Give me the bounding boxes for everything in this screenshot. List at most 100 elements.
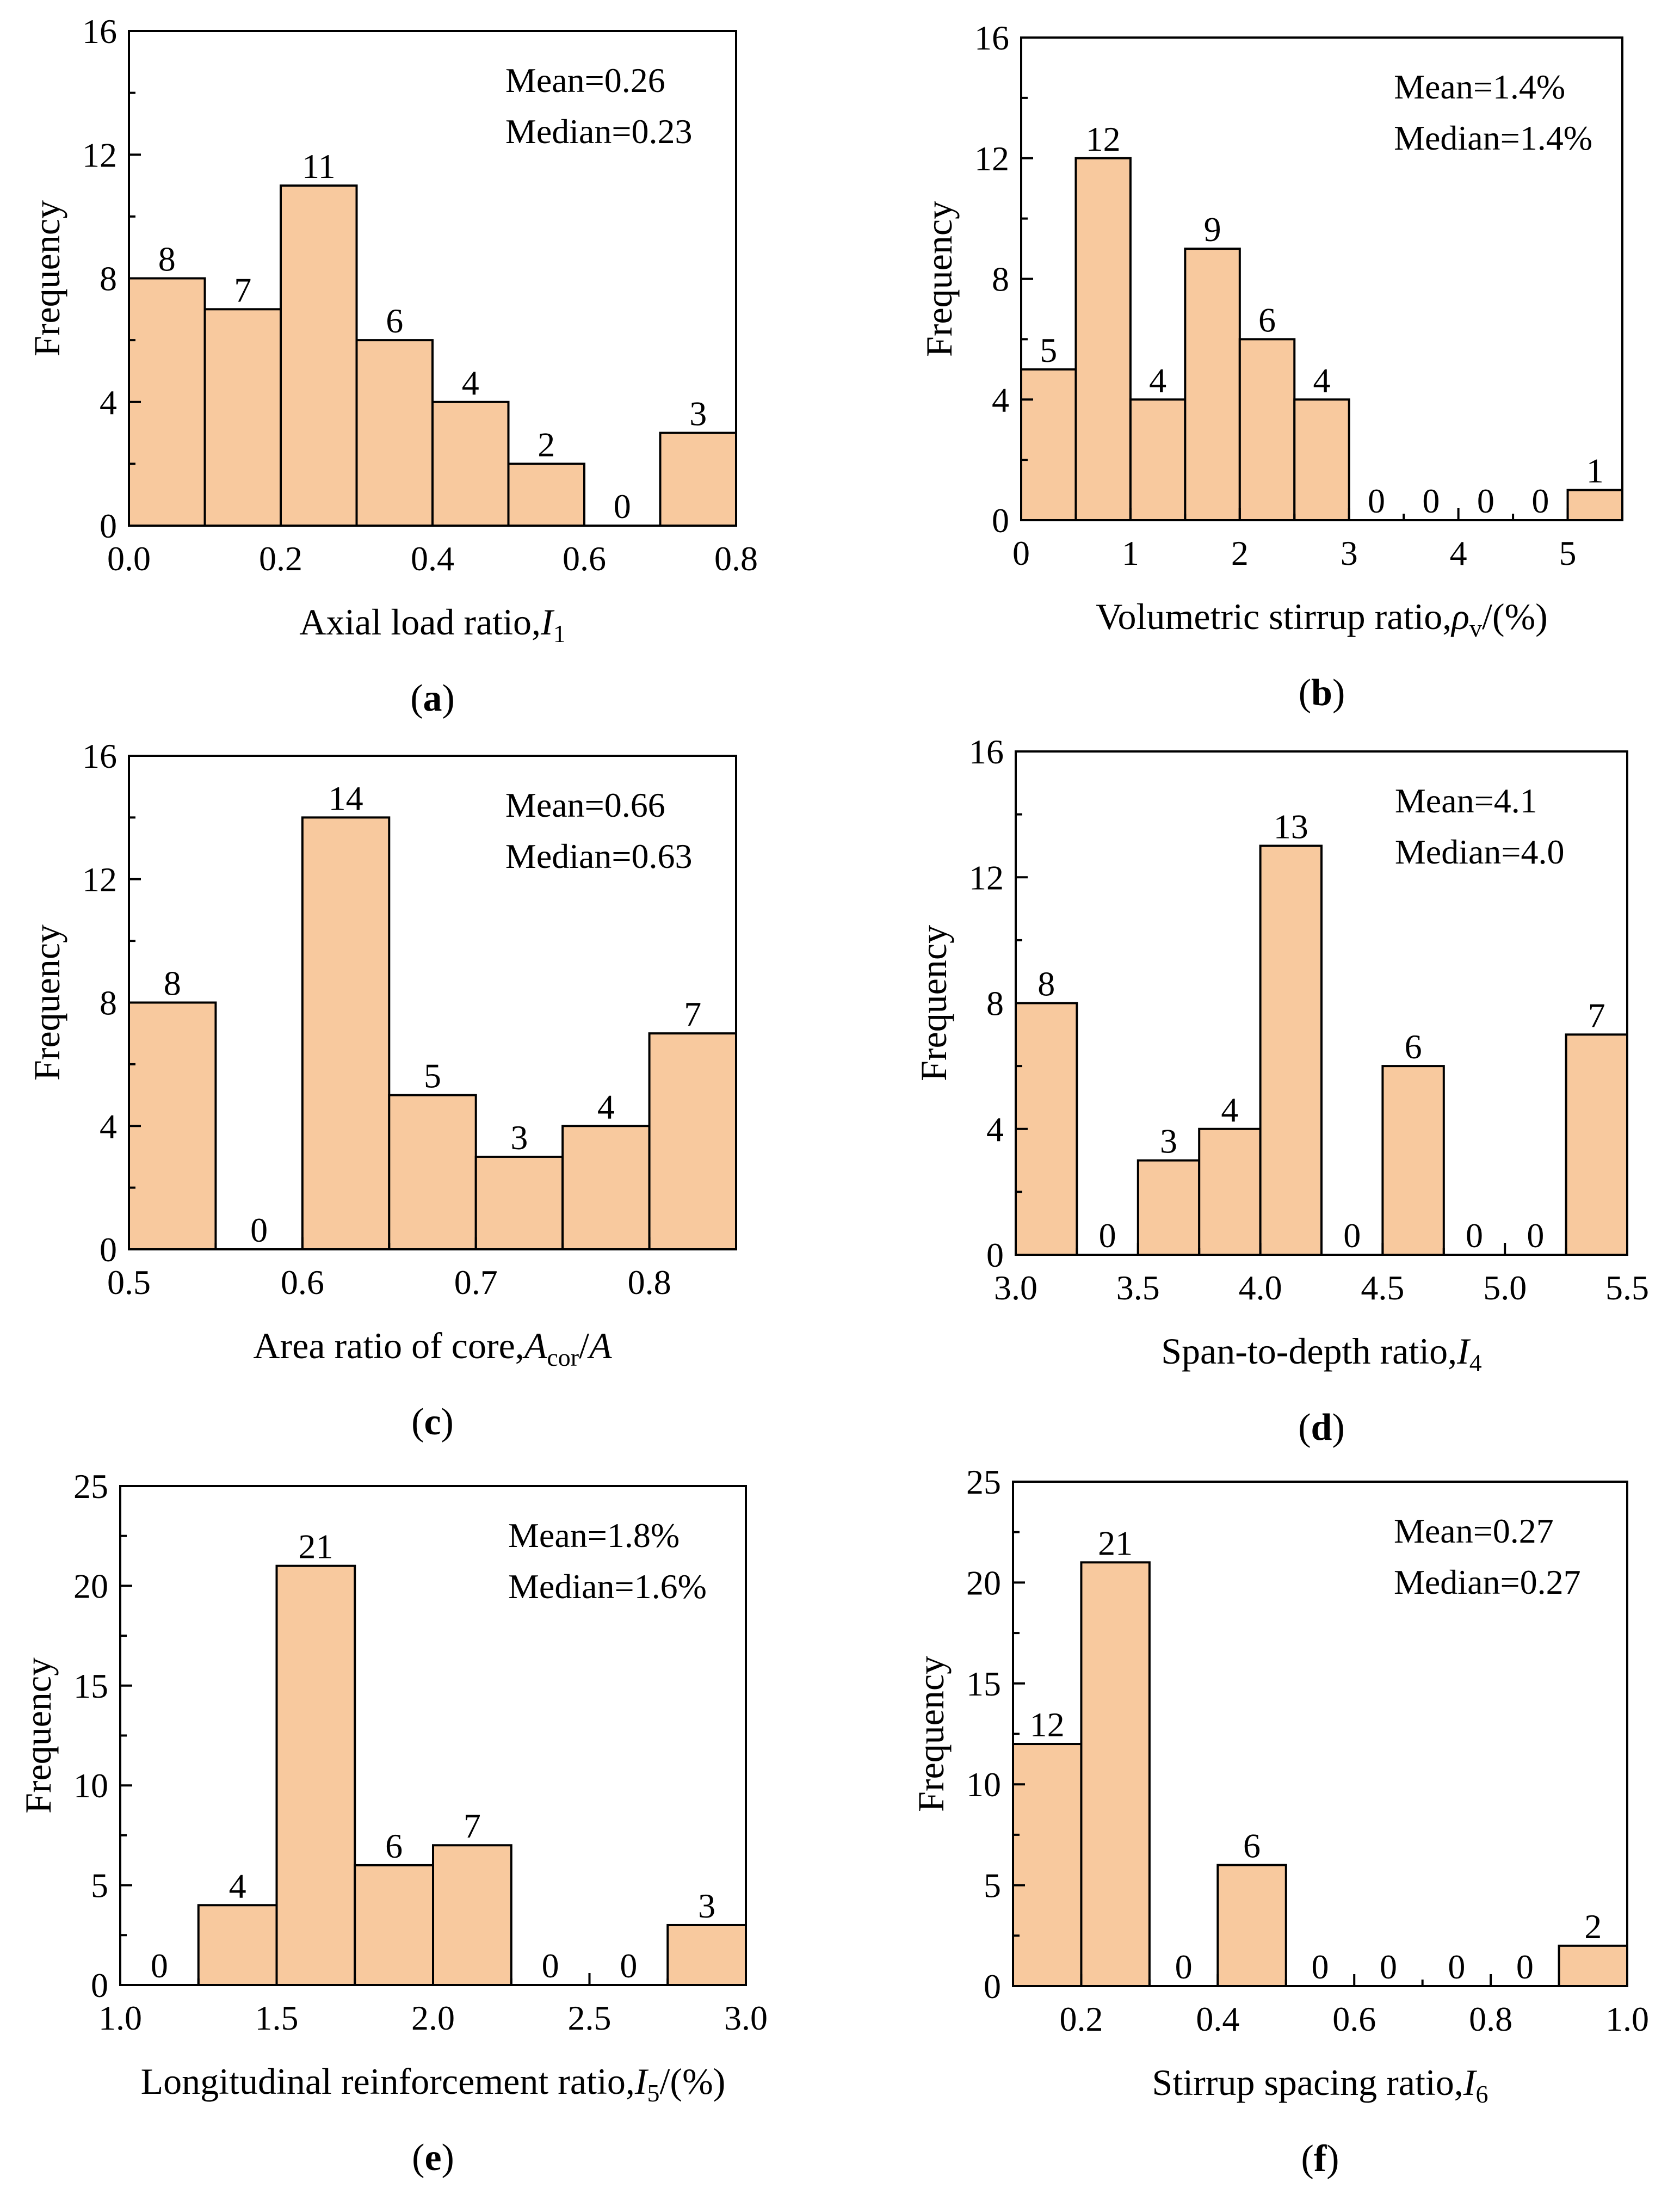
x-tick-label-b-5: 5 xyxy=(1559,534,1577,572)
bar-label-c-4: 5 xyxy=(424,1057,441,1095)
x-axis-title-e: Longitudinal reinforcement ratio,I5/(%) xyxy=(141,2061,726,2107)
bar-b-5 xyxy=(1238,338,1296,521)
bar-label-c-3: 14 xyxy=(329,779,363,817)
x-tick-label-b-4: 4 xyxy=(1450,534,1467,572)
bar-f-4 xyxy=(1216,1864,1287,1988)
y-tick-label-a-4: 4 xyxy=(100,383,117,422)
y-tick-label-b-0: 0 xyxy=(992,501,1009,540)
bar-label-f-4: 6 xyxy=(1243,1827,1261,1865)
y-tick-label-a-16: 16 xyxy=(82,12,117,51)
x-axis-title-d: Span-to-depth ratio,I4 xyxy=(1161,1330,1482,1377)
bar-label-c-2: 0 xyxy=(250,1211,268,1249)
x-axis-title-c: Area ratio of core,Acor/A xyxy=(253,1325,612,1371)
x-tick-label-e-2_5: 2.5 xyxy=(568,1999,612,2037)
mean-annotation-d: Mean=4.1 xyxy=(1395,781,1537,820)
median-annotation-d: Median=4.0 xyxy=(1395,833,1565,871)
bar-a-5 xyxy=(431,400,510,527)
bar-label-b-6: 4 xyxy=(1313,361,1331,399)
bar-label-f-3: 0 xyxy=(1175,1947,1193,1986)
y-axis-title-d: Frequency xyxy=(913,925,954,1081)
y-tick-label-e-0: 0 xyxy=(91,1966,108,2005)
bar-label-c-5: 3 xyxy=(510,1118,528,1157)
panel-label-b: (b) xyxy=(1299,672,1345,714)
median-annotation-c: Median=0.63 xyxy=(505,837,693,876)
mean-annotation-a: Mean=0.26 xyxy=(505,61,665,100)
bar-label-b-2: 12 xyxy=(1086,120,1121,158)
bar-c-4 xyxy=(388,1094,477,1250)
bar-label-a-4: 6 xyxy=(386,301,403,340)
bar-label-d-9: 0 xyxy=(1527,1216,1544,1255)
bar-label-d-5: 13 xyxy=(1274,807,1308,846)
x-tick-label-d-3_5: 3.5 xyxy=(1116,1268,1160,1307)
bar-b-6 xyxy=(1293,398,1350,521)
x-tick-label-c-0_8: 0.8 xyxy=(628,1263,671,1302)
mean-annotation-e: Mean=1.8% xyxy=(508,1516,680,1555)
bar-label-b-9: 0 xyxy=(1477,482,1494,520)
bar-label-e-4: 6 xyxy=(385,1827,403,1865)
bar-label-a-8: 3 xyxy=(689,394,707,433)
bar-e-3 xyxy=(275,1564,356,1986)
y-tick-label-f-5: 5 xyxy=(984,1866,1001,1905)
y-axis-title-b: Frequency xyxy=(918,201,960,357)
x-tick-label-f-1: 1.0 xyxy=(1605,2000,1649,2038)
bar-d-4 xyxy=(1198,1127,1262,1256)
bar-label-d-7: 6 xyxy=(1405,1027,1422,1066)
x-tick-label-d-3: 3.0 xyxy=(994,1268,1037,1307)
bar-c-6 xyxy=(561,1125,651,1250)
bar-c-5 xyxy=(474,1155,564,1250)
bar-label-d-8: 0 xyxy=(1466,1216,1483,1255)
bar-label-b-4: 9 xyxy=(1204,210,1221,249)
bar-label-b-5: 6 xyxy=(1258,300,1276,339)
y-tick-label-a-8: 8 xyxy=(100,260,117,298)
bar-c-3 xyxy=(301,816,391,1250)
bar-e-2 xyxy=(197,1904,278,1987)
bar-d-3 xyxy=(1137,1159,1201,1256)
bar-label-e-7: 0 xyxy=(620,1946,637,1985)
y-tick-label-f-20: 20 xyxy=(966,1563,1001,1602)
x-tick-label-b-3: 3 xyxy=(1341,534,1358,572)
bar-label-a-3: 11 xyxy=(302,147,336,186)
bar-label-b-8: 0 xyxy=(1422,482,1440,520)
bar-label-f-1: 12 xyxy=(1030,1705,1065,1744)
bar-label-a-2: 7 xyxy=(234,270,251,309)
x-tick-label-b-1: 1 xyxy=(1122,534,1139,572)
x-tick-label-f-0_4: 0.4 xyxy=(1196,2000,1239,2038)
bar-label-a-6: 2 xyxy=(538,425,555,464)
x-tick-label-e-1: 1.0 xyxy=(98,1999,142,2037)
median-annotation-e: Median=1.6% xyxy=(508,1567,707,1606)
y-tick-label-a-0: 0 xyxy=(100,507,117,545)
bar-label-e-3: 21 xyxy=(298,1527,333,1566)
y-tick-label-b-12: 12 xyxy=(974,139,1009,178)
median-annotation-b: Median=1.4% xyxy=(1394,119,1592,157)
x-tick-label-f-0_6: 0.6 xyxy=(1332,2000,1376,2038)
y-tick-label-b-4: 4 xyxy=(992,380,1009,419)
bar-label-a-1: 8 xyxy=(158,240,176,279)
y-tick-label-b-8: 8 xyxy=(992,260,1009,299)
x-tick-label-e-1_5: 1.5 xyxy=(255,1999,299,2037)
y-tick-label-f-0: 0 xyxy=(984,1967,1001,2006)
bar-c-1 xyxy=(128,1001,217,1250)
bar-e-4 xyxy=(354,1864,434,1986)
bar-e-5 xyxy=(432,1844,512,1986)
y-axis-title-a: Frequency xyxy=(26,200,67,356)
x-tick-label-e-2: 2.0 xyxy=(411,1999,455,2037)
y-tick-label-c-8: 8 xyxy=(100,984,117,1022)
bar-a-4 xyxy=(355,339,434,527)
bar-label-f-2: 21 xyxy=(1098,1524,1133,1562)
bar-label-d-2: 0 xyxy=(1099,1216,1116,1255)
x-tick-label-d-4_5: 4.5 xyxy=(1361,1268,1404,1307)
bar-label-d-4: 4 xyxy=(1221,1090,1238,1129)
bar-label-b-10: 0 xyxy=(1531,482,1549,520)
y-tick-label-c-4: 4 xyxy=(100,1107,117,1145)
bar-label-d-3: 3 xyxy=(1160,1122,1177,1161)
median-annotation-f: Median=0.27 xyxy=(1394,1563,1581,1601)
y-tick-label-f-25: 25 xyxy=(966,1463,1001,1501)
bar-c-7 xyxy=(648,1032,737,1250)
x-tick-label-d-5: 5.0 xyxy=(1483,1268,1527,1307)
y-tick-label-e-10: 10 xyxy=(73,1766,108,1805)
chart-panel-d: 8 0 3 4 13 0 6 0 0 7 0 4 8 12 16 3.0 3.5 4.0 4.5 5.0 5.5 Freq… xyxy=(913,732,1649,1448)
y-tick-label-c-16: 16 xyxy=(82,737,117,775)
